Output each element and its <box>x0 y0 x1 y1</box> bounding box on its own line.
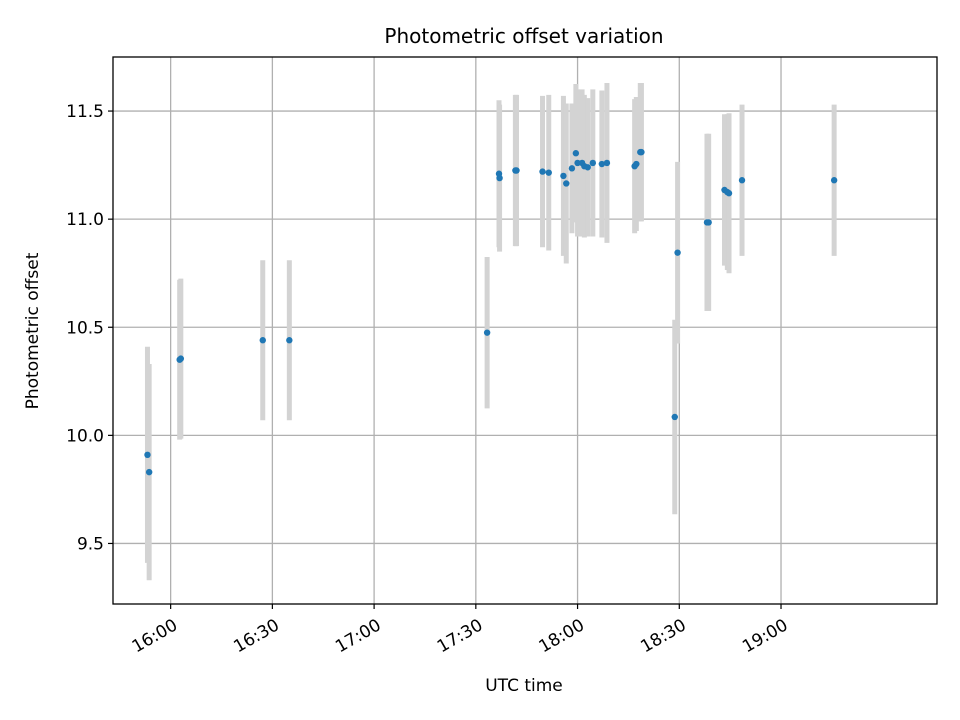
x-tick-label: 16:00 <box>129 615 181 657</box>
y-tick-label: 11.0 <box>66 210 104 230</box>
y-tick-label: 9.5 <box>77 534 104 554</box>
data-point <box>738 177 746 184</box>
x-tick-label: 19:00 <box>739 615 791 657</box>
y-tick-label: 10.5 <box>66 318 104 338</box>
data-point <box>145 468 153 476</box>
x-tick-label: 17:00 <box>332 615 384 657</box>
y-axis: 9.5 10.0 10.5 11.0 11.5 <box>66 102 113 554</box>
y-axis-label: Photometric offset <box>23 252 43 409</box>
data-point <box>598 160 606 168</box>
plot-frame <box>112 56 938 605</box>
data-point <box>572 150 580 157</box>
x-tick-label: 16:30 <box>230 615 282 657</box>
data-point <box>545 169 552 176</box>
data-point <box>671 413 678 421</box>
data-point <box>574 159 581 167</box>
grid-lines <box>113 57 937 604</box>
data-points <box>144 148 838 476</box>
data-point <box>259 337 266 344</box>
data-point <box>705 219 712 226</box>
error-bars <box>144 82 837 581</box>
y-tick-label: 11.5 <box>66 102 104 122</box>
y-tick-label: 10.0 <box>66 426 104 446</box>
x-axis-label: UTC time <box>485 676 563 696</box>
data-point <box>568 165 576 172</box>
x-tick-label: 18:00 <box>536 615 588 657</box>
data-point <box>603 159 611 167</box>
data-point <box>674 249 681 256</box>
data-point <box>589 159 597 167</box>
data-point <box>633 160 640 168</box>
data-point <box>830 177 838 184</box>
data-point <box>638 148 645 156</box>
data-point <box>539 168 546 175</box>
data-point <box>513 167 520 174</box>
data-point <box>560 172 567 180</box>
x-axis: 16:00 16:30 17:00 17:30 18:00 18:30 19:00 <box>129 604 792 657</box>
data-point <box>725 190 733 197</box>
chart-title: Photometric offset variation <box>384 24 663 48</box>
data-point <box>496 174 503 182</box>
x-tick-label: 17:30 <box>434 615 486 657</box>
data-point <box>177 355 185 362</box>
data-point <box>563 180 570 187</box>
data-point <box>144 451 151 459</box>
x-tick-label: 18:30 <box>637 615 689 657</box>
data-point <box>584 164 591 171</box>
data-point <box>286 337 293 344</box>
data-point <box>483 329 491 336</box>
